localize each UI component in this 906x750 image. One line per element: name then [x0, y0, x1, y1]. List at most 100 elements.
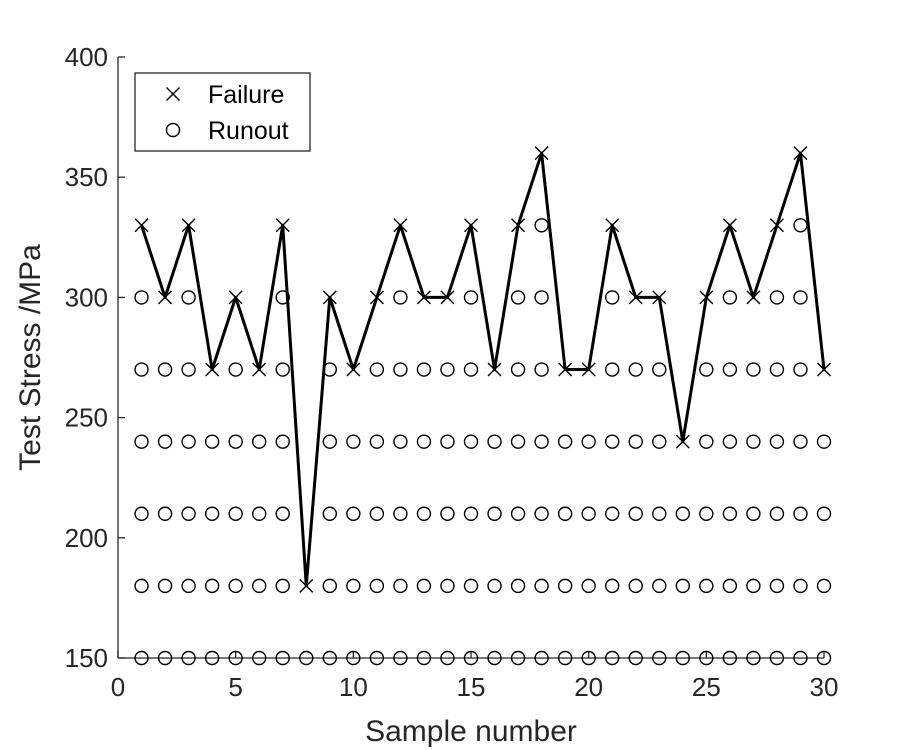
plot-area	[134, 146, 832, 666]
runout-point	[675, 506, 690, 521]
x-tick-label: 5	[228, 672, 242, 702]
runout-point	[463, 650, 479, 666]
runout-point	[134, 578, 149, 594]
runout-point	[416, 650, 432, 666]
runout-point	[605, 650, 620, 666]
y-tick-label: 400	[65, 42, 108, 72]
runout-point	[369, 578, 385, 594]
legend-marker-failure	[166, 87, 180, 101]
failure-point	[369, 290, 384, 305]
runout-point	[416, 506, 432, 521]
legend-o-marker	[165, 122, 181, 138]
runout-point	[793, 362, 808, 377]
x-axis-ticks: 0 5 10 15 20 25 30	[111, 651, 839, 702]
runout-point	[346, 650, 361, 666]
legend-label-failure: Failure	[208, 81, 284, 109]
runout-point	[510, 362, 526, 377]
failure-point	[793, 146, 808, 161]
failure-point	[252, 362, 267, 377]
failure-point	[817, 362, 831, 377]
runout-point	[440, 506, 455, 521]
runout-point	[463, 434, 479, 449]
runout-point	[204, 650, 220, 666]
runout-point	[322, 434, 337, 449]
runout-point	[534, 290, 549, 305]
runout-point	[675, 578, 690, 594]
runout-point	[557, 434, 573, 449]
runout-point	[746, 506, 761, 521]
legend-box	[134, 72, 311, 152]
runout-point	[134, 506, 149, 521]
runout-point	[699, 506, 714, 521]
runout-point	[322, 578, 337, 594]
runout-point	[722, 362, 738, 377]
runout-point	[440, 578, 455, 594]
runout-point	[605, 578, 620, 594]
runout-point	[605, 506, 620, 521]
runout-point	[275, 362, 290, 377]
failure-point	[628, 290, 643, 305]
runout-point	[793, 650, 808, 666]
runout-point	[299, 650, 314, 666]
runout-point	[534, 506, 549, 521]
runout-point	[557, 650, 573, 666]
runout-point	[581, 434, 596, 449]
failure-point	[769, 218, 784, 233]
y-tick-label: 350	[65, 162, 108, 192]
runout-point	[346, 506, 361, 521]
runout-point	[369, 362, 385, 377]
runout-point	[322, 506, 337, 521]
runout-point	[793, 290, 808, 305]
runout-point	[369, 650, 385, 666]
runout-point	[204, 578, 220, 594]
runout-point	[275, 290, 290, 305]
failure-point	[275, 218, 290, 233]
failure-point	[205, 362, 220, 377]
runout-point	[252, 506, 267, 521]
runout-point	[605, 290, 620, 305]
failure-point	[134, 218, 149, 233]
runout-point	[816, 650, 832, 666]
runout-point	[275, 506, 290, 521]
failure-point	[722, 218, 737, 233]
runout-point	[322, 650, 337, 666]
runout-point	[204, 434, 220, 449]
runout-point	[722, 650, 738, 666]
runout-point	[769, 506, 785, 521]
runout-point	[346, 434, 361, 449]
runout-point	[557, 578, 573, 594]
x-axis-label: Sample number	[365, 715, 577, 748]
runout-point	[157, 506, 173, 521]
runout-point	[440, 362, 455, 377]
runout-point	[393, 434, 408, 449]
runout-point	[722, 290, 738, 305]
failure-point	[487, 362, 502, 377]
runout-point	[557, 506, 573, 521]
runout-point	[816, 578, 832, 594]
runout-point	[793, 218, 808, 233]
runout-point	[487, 434, 502, 449]
runout-point	[746, 434, 761, 449]
runout-point	[463, 578, 479, 594]
x-tick-label: 30	[810, 672, 839, 702]
runout-point	[346, 578, 361, 594]
runout-point	[534, 578, 549, 594]
runout-point	[534, 650, 549, 666]
runout-point	[369, 506, 385, 521]
runout-point	[534, 218, 549, 233]
runout-point	[699, 650, 714, 666]
runout-point	[675, 650, 690, 666]
runout-point	[204, 506, 220, 521]
runout-point	[722, 578, 738, 594]
runout-point	[510, 434, 526, 449]
runout-point	[440, 434, 455, 449]
legend: Failure Runout	[134, 72, 311, 152]
runout-point	[746, 362, 761, 377]
runout-point	[652, 650, 667, 666]
failure-point	[558, 362, 573, 377]
runout-point	[628, 434, 643, 449]
runout-point	[181, 362, 196, 377]
runout-point	[769, 578, 785, 594]
y-tick-label: 200	[65, 523, 108, 553]
